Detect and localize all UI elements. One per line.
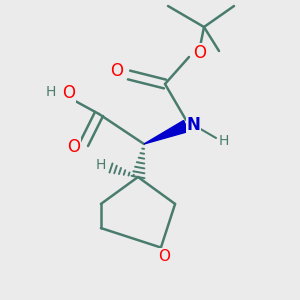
Polygon shape bbox=[144, 121, 188, 144]
Text: H: H bbox=[95, 158, 106, 172]
Text: H: H bbox=[218, 134, 229, 148]
Text: O: O bbox=[110, 61, 124, 80]
Text: O: O bbox=[193, 44, 206, 62]
Text: O: O bbox=[67, 138, 80, 156]
Text: O: O bbox=[158, 249, 170, 264]
Text: N: N bbox=[187, 116, 200, 134]
Text: H: H bbox=[46, 85, 56, 98]
Text: O: O bbox=[62, 84, 76, 102]
